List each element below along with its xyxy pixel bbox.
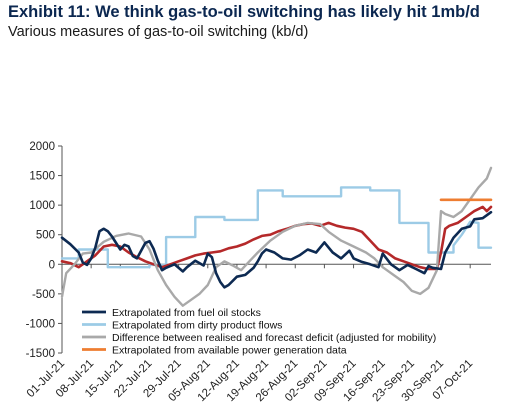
- chart-subtitle: Various measures of gas-to-oil switching…: [8, 24, 309, 40]
- y-tick-label: -1500: [26, 348, 55, 360]
- y-tick-label: 1000: [29, 200, 55, 212]
- y-tick-label: 1500: [29, 171, 55, 183]
- y-tick-label: 0: [49, 259, 55, 271]
- chart-title: Exhibit 11: We think gas-to-oil switchin…: [8, 3, 480, 21]
- series-red-line: [60, 205, 493, 271]
- y-tick-label: 500: [36, 230, 55, 242]
- legend: Extrapolated from fuel oil stocksExtrapo…: [82, 307, 436, 356]
- legend-label: Extrapolated from dirty product flows: [112, 319, 282, 331]
- y-tick-label: 2000: [29, 141, 55, 153]
- series-lines: [60, 166, 493, 307]
- y-tick-label: -1000: [26, 318, 55, 330]
- series-fuel-oil-stocks: [60, 210, 493, 289]
- legend-label: Difference between realised and forecast…: [112, 332, 436, 344]
- series-dirty-product-flows: [60, 186, 493, 269]
- y-tick-label: -500: [32, 289, 55, 301]
- legend-label: Extrapolated from fuel oil stocks: [112, 307, 261, 319]
- legend-label: Extrapolated from available power genera…: [112, 344, 347, 356]
- series-realised-vs-forecast-deficit: [60, 166, 493, 307]
